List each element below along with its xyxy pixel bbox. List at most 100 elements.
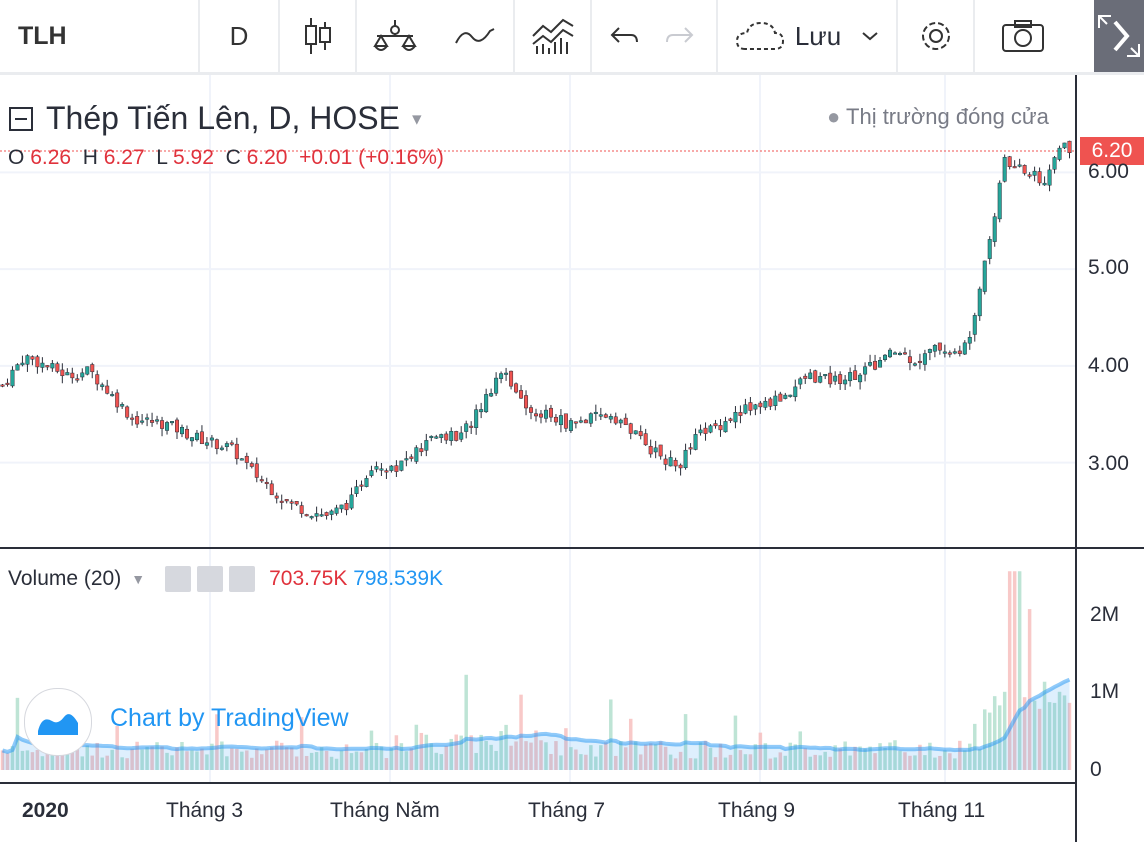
volume-bar (693, 758, 698, 770)
volume-bar (434, 752, 439, 770)
candle-body (514, 383, 519, 393)
chart-title[interactable]: Thép Tiến Lên, D, HOSE ▼ (46, 100, 425, 137)
candle-body (713, 423, 718, 427)
volume-ma-area (2, 679, 1070, 770)
volume-bar (913, 755, 917, 770)
volume-bar (359, 752, 364, 770)
candle-body (723, 421, 728, 433)
candle-body (294, 501, 299, 505)
candle-body (20, 362, 25, 366)
toolbar-divider (513, 0, 515, 72)
collapse-legend-icon[interactable] (9, 107, 33, 131)
templates-button[interactable] (515, 0, 590, 72)
volume-bar (274, 740, 279, 770)
chart-type-button[interactable] (280, 0, 355, 72)
volume-bar (160, 746, 164, 770)
redo-button[interactable] (652, 0, 708, 72)
volume-bar (928, 742, 932, 770)
candle-body (444, 433, 449, 441)
candle-body (219, 447, 224, 450)
candle-body (753, 404, 758, 410)
gear-icon[interactable] (197, 566, 224, 592)
candle-body (354, 486, 359, 494)
volume-dropdown-icon[interactable]: ▼ (131, 571, 146, 587)
candle-body (558, 415, 563, 426)
volume-bar (758, 732, 763, 770)
candle-body (1067, 140, 1072, 153)
candle-body (170, 421, 175, 424)
title-dropdown-icon[interactable]: ▼ (408, 111, 425, 129)
volume-bar (982, 709, 987, 770)
volume-bar (349, 753, 354, 770)
interval-button[interactable]: D (229, 20, 249, 51)
candle-body (349, 494, 354, 509)
volume-bar (614, 755, 618, 770)
volume-bar (908, 755, 912, 770)
volume-bar (195, 751, 199, 770)
candle-body (977, 288, 982, 317)
volume-bar (918, 744, 922, 770)
volume-bar (1067, 702, 1072, 770)
top-toolbar: TLH D Lưu (0, 0, 1144, 75)
volume-bar (255, 748, 259, 770)
candle-body (259, 479, 264, 482)
candle-body (608, 416, 613, 420)
volume-bar (828, 756, 832, 770)
symbol-search-button[interactable]: TLH (18, 21, 67, 50)
close-icon[interactable] (229, 566, 256, 592)
candle-body (30, 356, 35, 360)
eye-icon[interactable] (165, 566, 192, 592)
price-candles (0, 140, 1072, 522)
candle-body (813, 370, 818, 383)
volume-bar (748, 754, 753, 770)
save-button[interactable]: Lưu (720, 0, 896, 72)
candle-body (70, 372, 75, 379)
volume-bar (95, 742, 99, 770)
volume-bar (439, 754, 444, 770)
volume-bar (923, 755, 927, 770)
candle-body (673, 460, 678, 467)
screenshot-button[interactable] (975, 0, 1070, 72)
volume-label[interactable]: Volume (20) (8, 567, 122, 590)
candle-body (803, 375, 808, 379)
volume-bar (464, 674, 468, 770)
volume-bar (788, 742, 793, 770)
price-tick: 6.00 (1088, 160, 1129, 183)
candle-body (853, 370, 858, 380)
volume-bar (604, 742, 608, 770)
chevron-down-icon (862, 32, 878, 41)
tradingview-logo[interactable] (24, 688, 92, 756)
candle-body (653, 447, 658, 453)
candle-body (863, 366, 868, 375)
candle-body (927, 349, 932, 353)
candle-body (833, 375, 838, 382)
volume-bar (190, 750, 194, 770)
tradingview-brand[interactable]: Chart by TradingView (110, 704, 349, 732)
compare-button[interactable] (357, 0, 432, 72)
candle-body (1032, 170, 1037, 176)
candle-body (878, 360, 883, 368)
volume-bar (793, 744, 798, 770)
volume-bar (883, 747, 887, 770)
volume-bar (200, 748, 204, 770)
candle-body (663, 458, 668, 465)
volume-bar (858, 746, 862, 770)
high-label: H (82, 146, 98, 169)
undo-button[interactable] (596, 0, 652, 72)
volume-bar (260, 754, 264, 770)
candle-body (224, 443, 229, 447)
ohlc-legend: O 6.26 H 6.27 L 5.92 C 6.20 +0.01 (+0.16… (8, 146, 444, 170)
indicators-button[interactable] (437, 0, 512, 72)
candle-body (319, 514, 324, 517)
volume-bar (992, 696, 997, 770)
settings-button[interactable] (898, 0, 973, 72)
volume-bar (763, 743, 768, 770)
candle-body (793, 386, 798, 398)
fullscreen-button[interactable] (1094, 0, 1144, 72)
candle-body (449, 431, 454, 441)
candle-body (818, 376, 823, 383)
tradingview-logo-icon (38, 714, 78, 735)
price-tick: 5.00 (1088, 256, 1129, 279)
candle-body (194, 432, 199, 441)
